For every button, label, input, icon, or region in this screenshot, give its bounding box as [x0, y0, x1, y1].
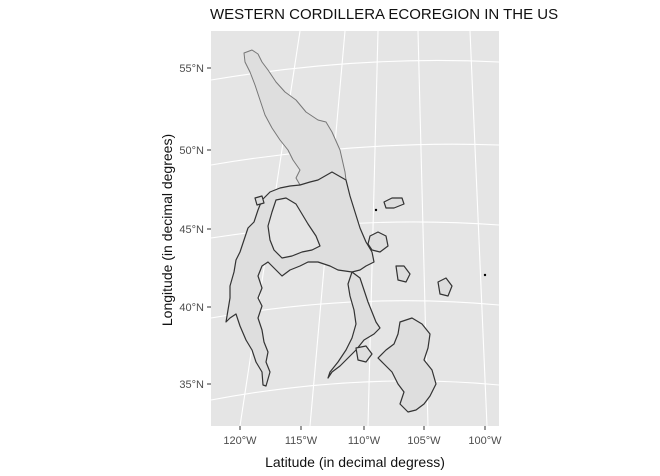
map-title: WESTERN CORDILLERA ECOREGION IN THE US: [210, 6, 559, 23]
x-tick-label: 120°W: [223, 435, 257, 447]
ecoregion-southeast: [377, 317, 437, 413]
y-tick-label: 50°N: [179, 145, 204, 157]
x-axis-title: Latitude (in decimal degress): [265, 454, 445, 470]
x-tick-label: 110°W: [348, 435, 381, 447]
point-marker: [374, 208, 378, 212]
ecoregion-main: [225, 171, 375, 387]
graticule-lat-55: [210, 59, 500, 81]
ecoregion-basin: [267, 197, 321, 259]
ecoregion-island-3: [395, 265, 411, 283]
y-tick-label: 40°N: [179, 302, 204, 314]
x-tick-label: 100°W: [468, 435, 502, 447]
ecoregion-island-6: [355, 345, 373, 363]
ecoregion-south-arm: [327, 271, 381, 379]
graticule-lon-105: [417, 30, 429, 427]
y-tick-label: 45°N: [179, 224, 204, 236]
ecoregion: [225, 49, 453, 413]
graticule-lat-35: [210, 380, 500, 401]
x-tick-label: 105°W: [407, 435, 441, 447]
point-marker: [483, 273, 487, 277]
ecoregion-island-2: [367, 231, 389, 253]
y-axis-title: Longitude (in decimal degrees): [159, 134, 175, 326]
y-tick-label: 55°N: [179, 63, 204, 75]
graticule-lat-50: [210, 143, 500, 166]
ecoregion-island-4: [437, 277, 453, 297]
x-tick-label: 115°W: [285, 435, 318, 447]
graticule-lon-100: [469, 30, 488, 427]
x-axis: [239, 426, 486, 430]
ecoregion-island-5: [254, 195, 265, 206]
ecoregion-canada: [243, 49, 347, 186]
y-axis: [207, 67, 211, 385]
graticule-lon-110: [367, 30, 379, 427]
ecoregion-island-1: [383, 197, 405, 209]
y-tick-label: 35°N: [179, 379, 204, 391]
